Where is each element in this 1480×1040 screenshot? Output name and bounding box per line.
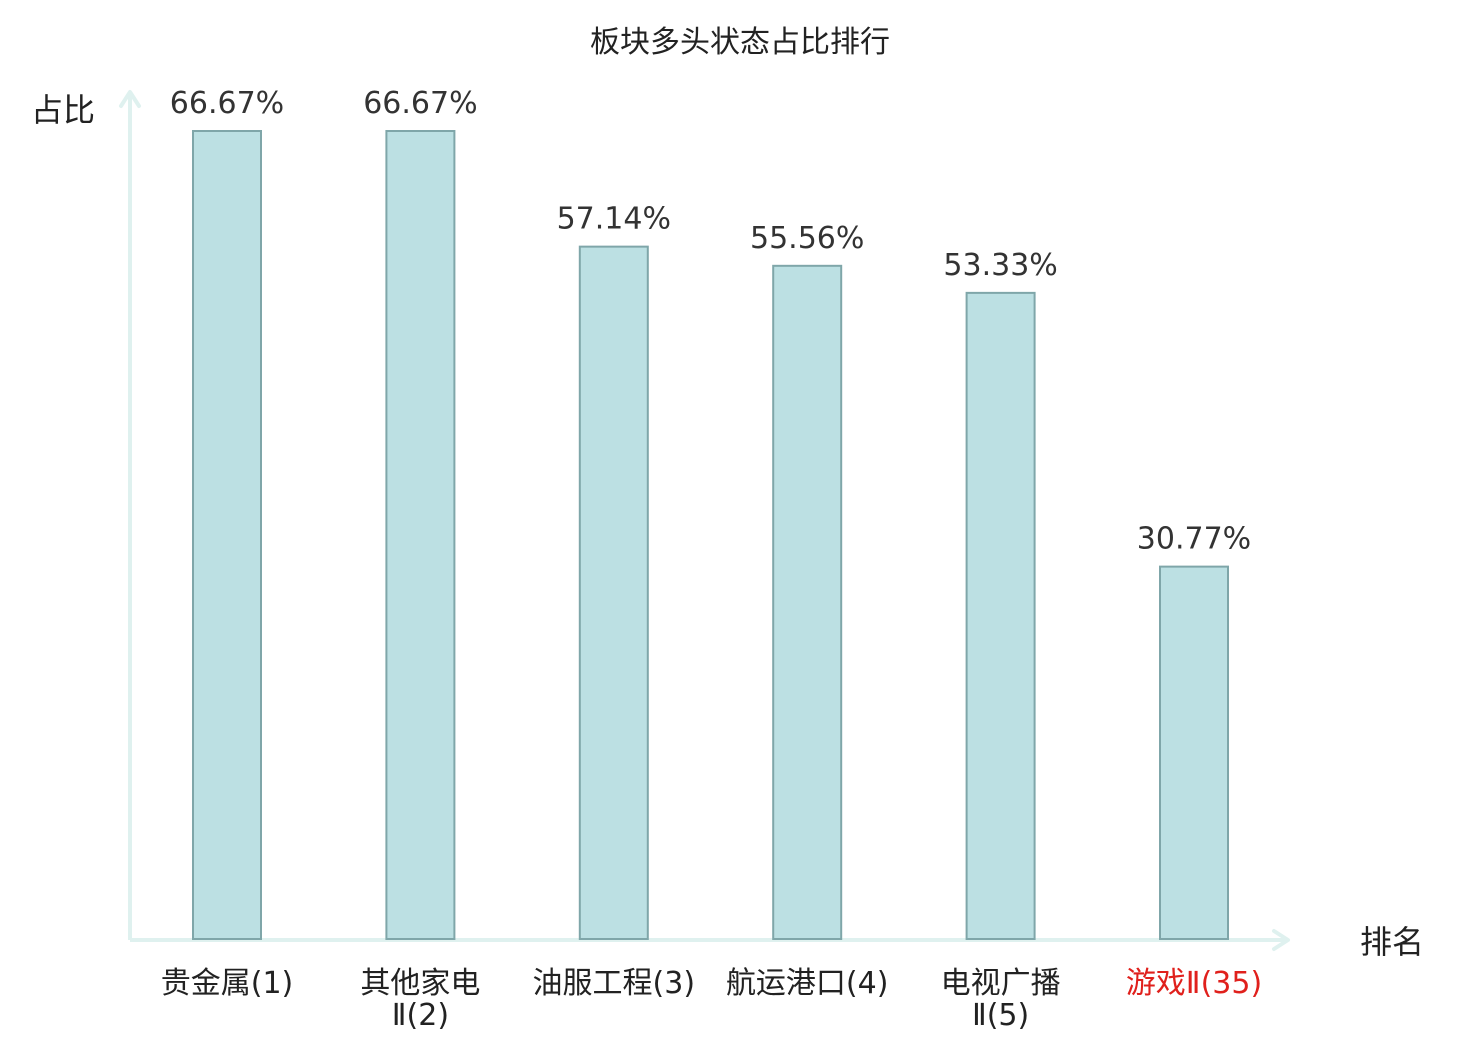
x-tick-label-5-line-2: Ⅱ(5) <box>972 998 1029 1033</box>
bar-4 <box>772 264 843 940</box>
y-axis-arrow <box>119 90 141 108</box>
x-axis-arrow <box>1272 929 1290 951</box>
chart-title: 板块多头状态占比排行 <box>590 25 890 60</box>
x-tick-label-4: 航运港口(4) <box>726 966 889 1001</box>
bar-2 <box>385 130 456 940</box>
bar-3 <box>578 245 649 941</box>
bar-6 <box>1159 565 1229 940</box>
value-labels: 66.67% 66.67% 57.14% 55.56% 53.33% 30.77% <box>170 86 1251 557</box>
data-label-1: 66.67% <box>170 86 284 121</box>
bar-5 <box>965 291 1036 940</box>
x-tick-label-6: 游戏Ⅱ(35) <box>1126 966 1262 1001</box>
bars <box>192 130 1229 941</box>
x-tick-label-3: 油服工程(3) <box>533 966 696 1001</box>
axes <box>119 90 1290 951</box>
x-tick-label-5-line-1: 电视广播 <box>941 966 1061 1001</box>
y-axis-label: 占比 <box>31 91 95 129</box>
data-label-4: 55.56% <box>750 221 864 256</box>
data-label-5: 53.33% <box>943 248 1057 283</box>
x-tick-label-2-line-1: 其他家电 <box>360 966 480 1001</box>
x-tick-label-1: 贵金属(1) <box>161 966 294 1001</box>
x-tick-label-2-line-2: Ⅱ(2) <box>392 998 449 1033</box>
data-label-6: 30.77% <box>1137 522 1251 557</box>
data-label-3: 57.14% <box>557 202 671 237</box>
bar-1 <box>192 130 262 940</box>
x-axis-label: 排名 <box>1360 923 1424 961</box>
data-label-2: 66.67% <box>363 86 477 121</box>
